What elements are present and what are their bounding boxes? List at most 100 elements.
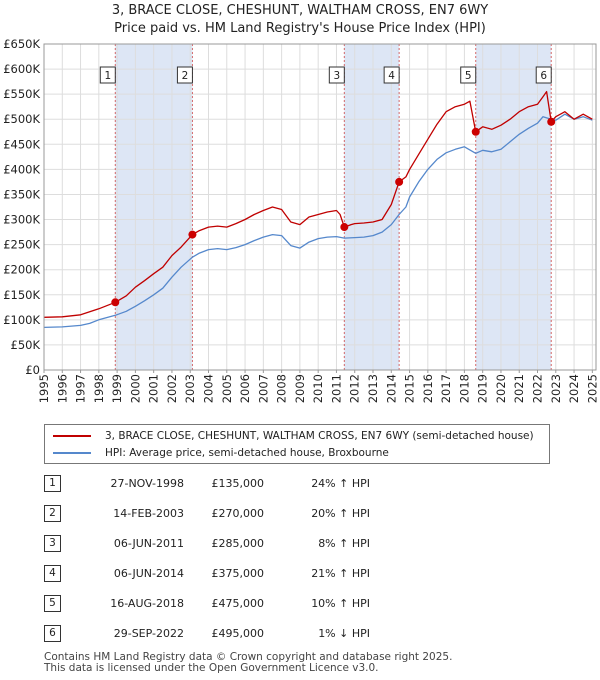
chart-title: 3, BRACE CLOSE, CHESHUNT, WALTHAM CROSS,… [0,2,600,38]
x-tick-label: 2012 [348,374,362,403]
sale-row: 6 29-SEP-2022 £495,000 1% ↓ HPI [44,618,564,648]
sale-number-box [99,66,116,84]
x-tick-label: 1996 [55,374,69,403]
x-tick-label: 2002 [165,374,179,403]
footer-line-2: This data is licensed under the Open Gov… [44,662,379,674]
x-tick-label: 1999 [110,374,124,403]
sale-row-hpi-diff: 1% ↓ HPI [318,627,370,640]
x-tick-label: 2006 [238,374,252,403]
x-tick-label: 2025 [585,374,599,403]
shaded-period [475,44,552,370]
legend-label-hpi: HPI: Average price, semi-detached house,… [105,447,389,459]
x-tick-label: 2017 [439,374,453,403]
sale-number-box [176,66,193,84]
plot-frame [43,43,597,371]
sale-point [395,177,404,186]
x-tick-label: 2009 [293,374,307,403]
sale-row-number: 1 [44,475,61,492]
sale-number-label: 6 [540,70,547,82]
sale-point [471,127,480,136]
x-tick-label: 2014 [384,374,398,403]
legend-label-property: 3, BRACE CLOSE, CHESHUNT, WALTHAM CROSS,… [105,430,534,442]
sale-row-hpi-diff: 8% ↑ HPI [318,537,370,550]
x-tick-label: 1998 [92,374,106,403]
sale-number-box [383,66,400,84]
sale-row-number: 4 [44,565,61,582]
footer: Contains HM Land Registry data © Crown c… [44,652,452,674]
x-tick-label: 2010 [311,374,325,403]
x-tick-label: 2003 [183,374,197,403]
sale-row-number: 2 [44,505,61,522]
sale-number-label: 2 [182,70,189,82]
sale-row-hpi-diff: 21% ↑ HPI [311,567,370,580]
y-tick-label: £250K [3,238,40,252]
sale-number-box [460,66,477,84]
sale-row-number: 6 [44,625,61,642]
title-line-1: 3, BRACE CLOSE, CHESHUNT, WALTHAM CROSS,… [111,3,489,18]
sale-point [188,230,197,239]
x-tick-label: 2004 [202,374,216,403]
y-tick-label: £350K [3,187,40,201]
y-tick-label: £100K [3,313,40,327]
y-tick-label: £0 [25,363,40,377]
sale-row: 1 27-NOV-1998 £135,000 24% ↑ HPI [44,468,564,498]
sale-point [547,117,556,126]
hpi-line [43,113,593,329]
sale-number-label: 3 [333,70,340,82]
sale-number-box [535,66,552,84]
sale-point [111,298,120,307]
x-tick-label: 2000 [128,374,142,403]
sale-number-label: 5 [465,70,472,82]
sale-row-hpi-diff: 20% ↑ HPI [311,507,370,520]
sale-number-box [328,66,345,84]
y-tick-label: £300K [3,213,40,227]
sale-row-date: 16-AUG-2018 [110,597,184,610]
y-tick-label: £650K [3,37,40,51]
x-tick-label: 2021 [512,374,526,403]
sale-row-date: 14-FEB-2003 [113,507,184,520]
sale-row-price: £285,000 [211,537,265,550]
sale-row-date: 06-JUN-2011 [113,537,184,550]
y-tick-label: £600K [3,62,40,76]
x-tick-label: 2019 [476,374,490,403]
x-tick-label: 2023 [549,374,563,403]
y-tick-label: £500K [3,112,40,126]
sale-row-date: 29-SEP-2022 [113,627,184,640]
y-tick-label: £50K [11,338,41,352]
x-tick-label: 1997 [74,374,88,403]
x-tick-label: 2013 [366,374,380,403]
sale-row-price: £270,000 [211,507,265,520]
x-tick-label: 2001 [147,374,161,403]
sale-row-hpi-diff: 10% ↑ HPI [311,597,370,610]
title-line-2: Price paid vs. HM Land Registry's House … [114,21,486,36]
sale-row-number: 3 [44,535,61,552]
x-tick-label: 2007 [256,374,270,403]
sale-row-number: 5 [44,595,61,612]
sale-row-price: £475,000 [211,597,265,610]
sale-row: 4 06-JUN-2014 £375,000 21% ↑ HPI [44,558,564,588]
x-tick-label: 2008 [275,374,289,403]
legend-item-hpi: HPI: Average price, semi-detached house,… [53,445,389,461]
sale-row: 5 16-AUG-2018 £475,000 10% ↑ HPI [44,588,564,618]
legend-swatch-hpi [53,452,91,454]
legend-item-property: 3, BRACE CLOSE, CHESHUNT, WALTHAM CROSS,… [53,428,534,444]
x-tick-label: 2018 [457,374,471,403]
sale-number-label: 1 [104,70,111,82]
price-chart: 1 2 3 4 5 6 £0 £50K £100K £150K £200K £250K £300K £3… [3,37,599,403]
x-tick-label: 2020 [494,374,508,403]
y-tick-label: £400K [3,162,40,176]
x-tick-label: 2024 [567,374,581,403]
legend: 3, BRACE CLOSE, CHESHUNT, WALTHAM CROSS,… [44,424,550,464]
x-tick-label: 2016 [421,374,435,403]
y-tick-label: £150K [3,288,40,302]
sale-point [340,223,349,232]
x-tick-label: 2015 [403,374,417,403]
footer-line-1: Contains HM Land Registry data © Crown c… [44,651,453,663]
y-tick-label: £550K [3,87,40,101]
sale-row-price: £375,000 [211,567,265,580]
sale-row: 2 14-FEB-2003 £270,000 20% ↑ HPI [44,498,564,528]
sale-row-hpi-diff: 24% ↑ HPI [311,477,370,490]
x-tick-label: 2005 [220,374,234,403]
x-tick-label: 2011 [329,374,343,403]
sale-row: 3 06-JUN-2011 £285,000 8% ↑ HPI [44,528,564,558]
